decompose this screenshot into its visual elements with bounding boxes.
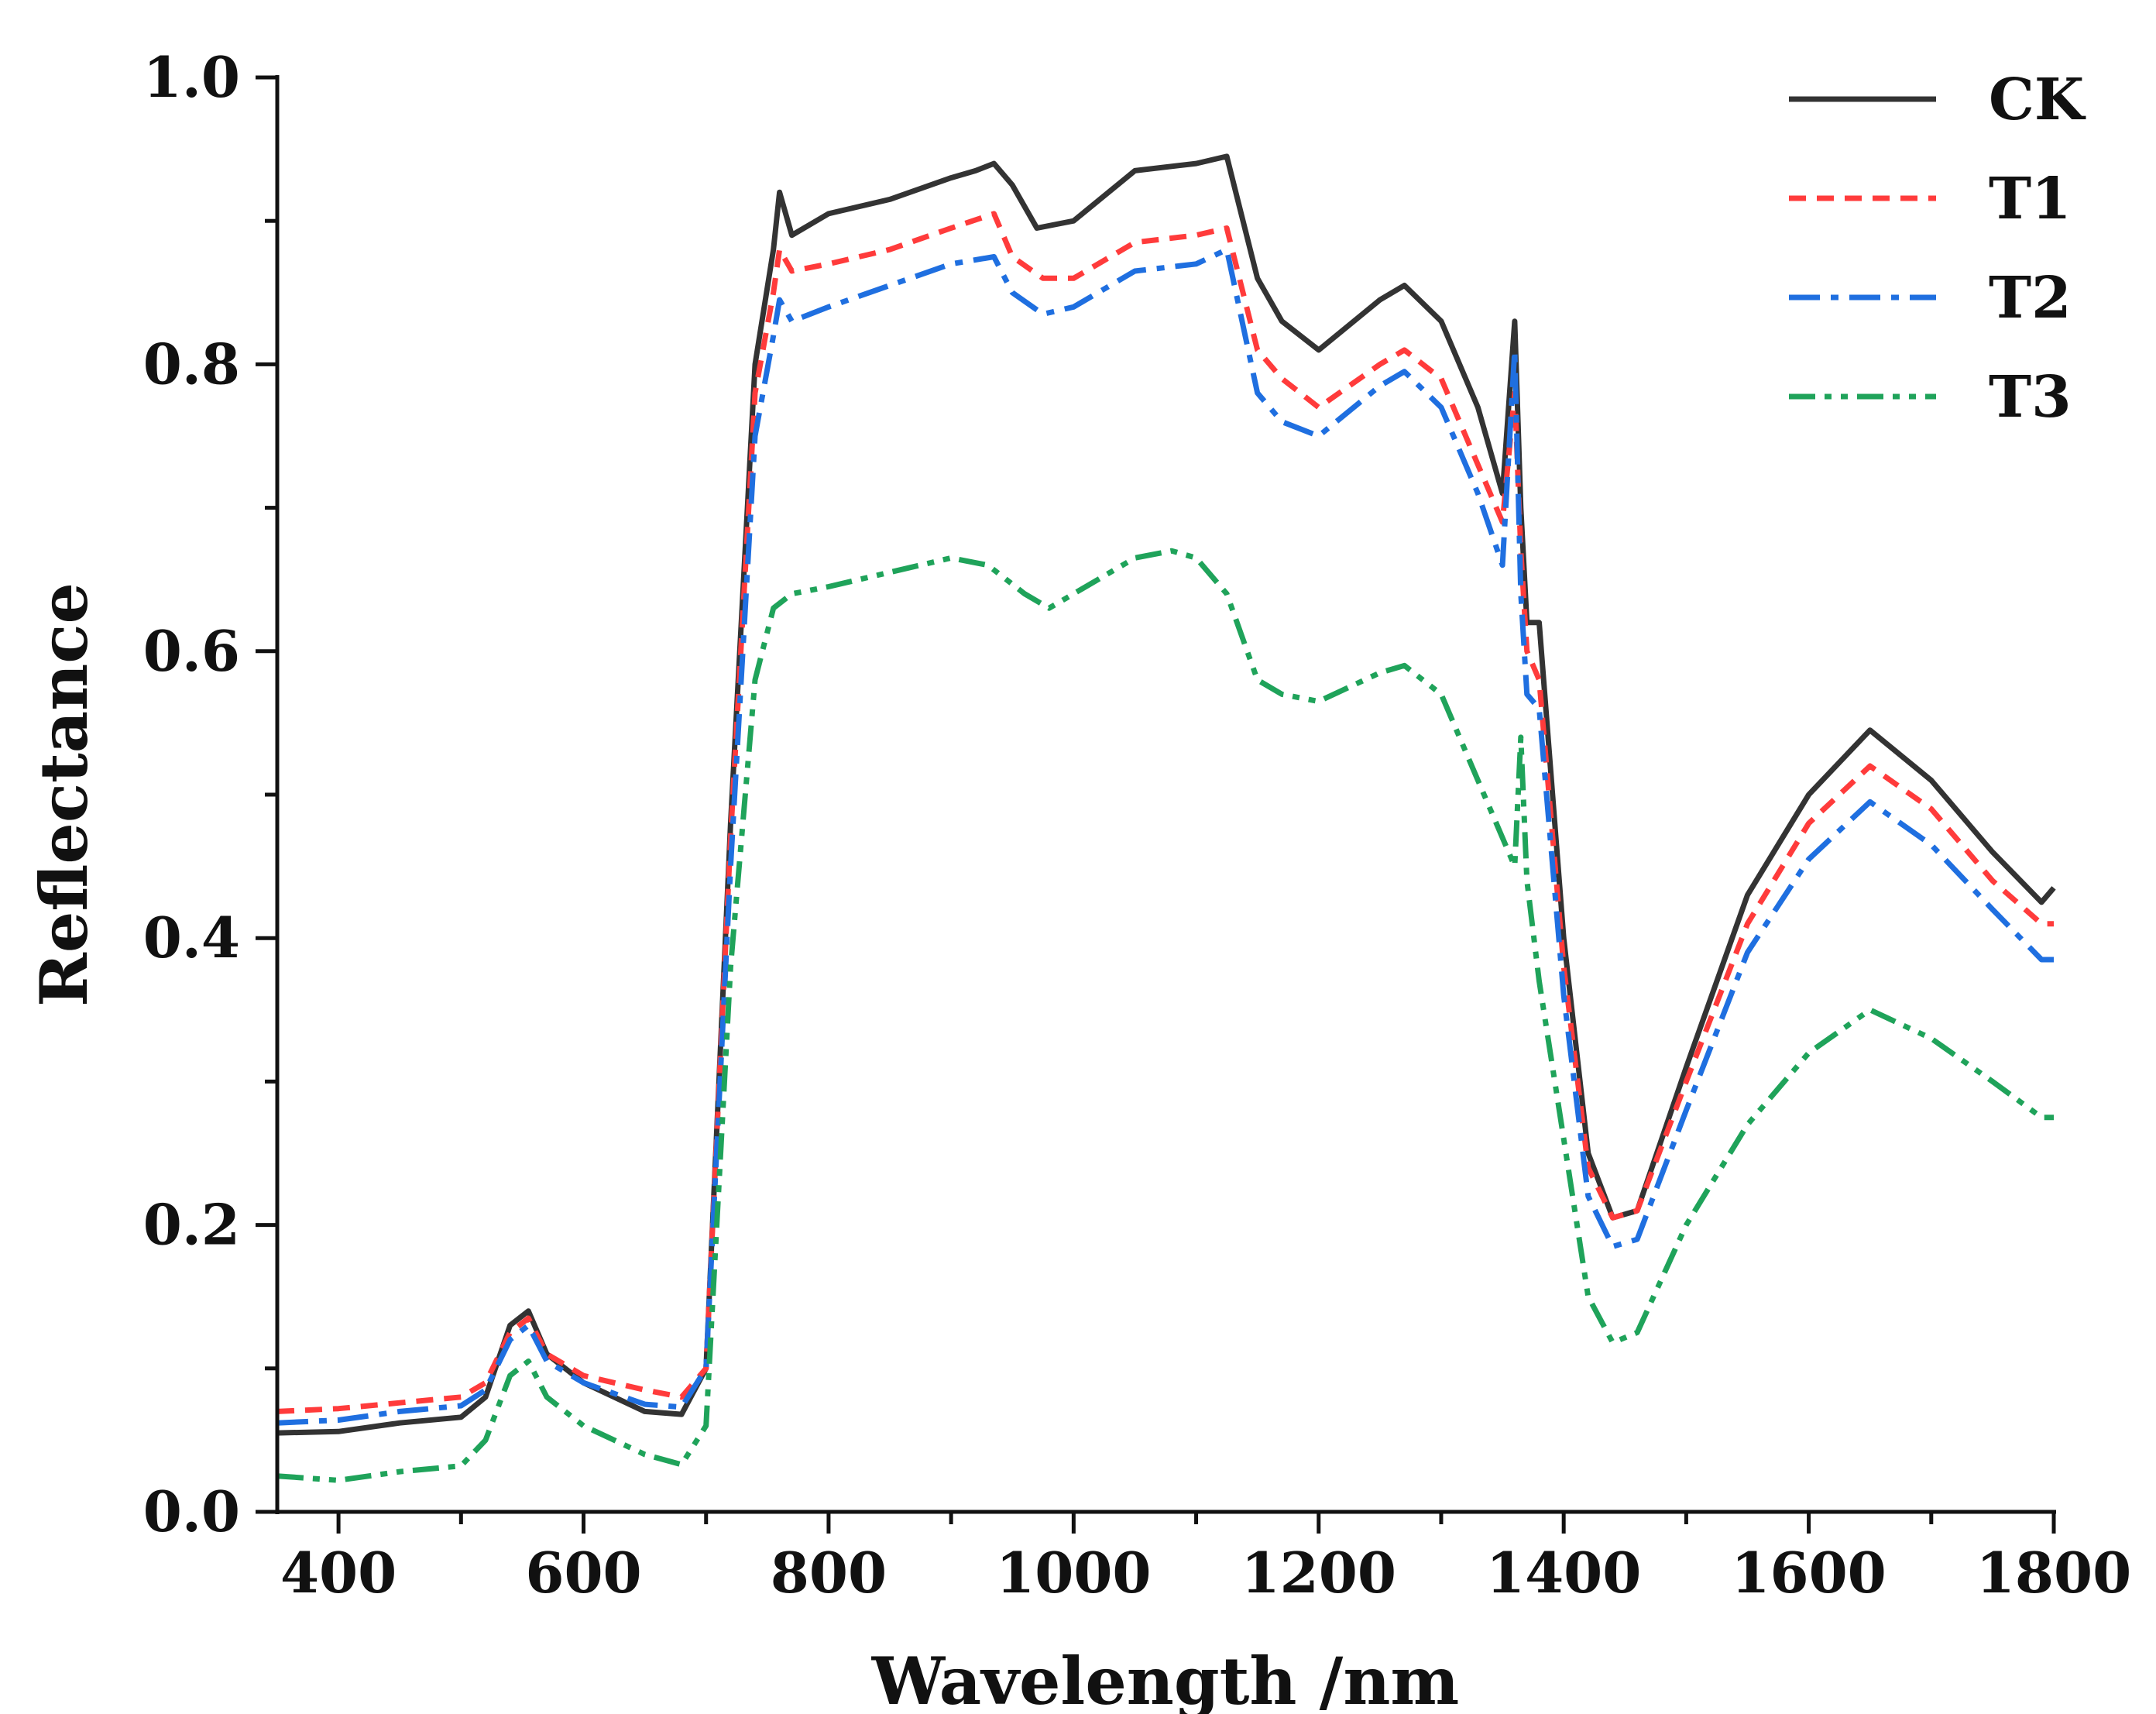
- y-tick-label: 0.0: [143, 1479, 240, 1544]
- x-tick-label: 1200: [1241, 1540, 1396, 1606]
- legend-label-ck: CK: [1989, 67, 2086, 133]
- series-line-ck: [276, 153, 2056, 1436]
- x-tick-label: 400: [280, 1540, 397, 1606]
- x-axis-title: Wavelength /nm: [871, 1643, 1460, 1714]
- plot-series: [276, 153, 2056, 1483]
- x-tick-label: 1000: [996, 1540, 1151, 1606]
- legend-label-t3: T3: [1989, 364, 2072, 431]
- series-line-t2: [276, 246, 2054, 1426]
- axes: [275, 75, 2056, 1514]
- x-tick-label: 800: [771, 1540, 887, 1606]
- legend-label-t1: T1: [1989, 166, 2072, 232]
- y-tick-label: 0.6: [143, 618, 240, 684]
- x-tick-label: 600: [525, 1540, 641, 1606]
- series-line-t3: [276, 548, 2054, 1483]
- x-tick-label: 1600: [1731, 1540, 1886, 1606]
- y-tick-label: 0.8: [143, 331, 240, 397]
- y-tick-label: 0.4: [143, 905, 240, 970]
- y-axis-title: Reflectance: [26, 582, 102, 1007]
- y-tick-label: 0.2: [143, 1192, 240, 1258]
- legend-label-t2: T2: [1989, 265, 2072, 331]
- legend: CK T1 T2 T3: [1789, 67, 2086, 431]
- x-ticks: 400 600 800 1000 1200 1400 1600 1800: [280, 1512, 2131, 1606]
- x-tick-label: 1800: [1976, 1540, 2131, 1606]
- y-tick-label: 1.0: [143, 44, 240, 110]
- y-ticks: 0.0 0.2 0.4 0.6 0.8 1.0: [143, 44, 277, 1544]
- series-line-t1: [276, 211, 2054, 1414]
- x-tick-label: 1400: [1486, 1540, 1641, 1606]
